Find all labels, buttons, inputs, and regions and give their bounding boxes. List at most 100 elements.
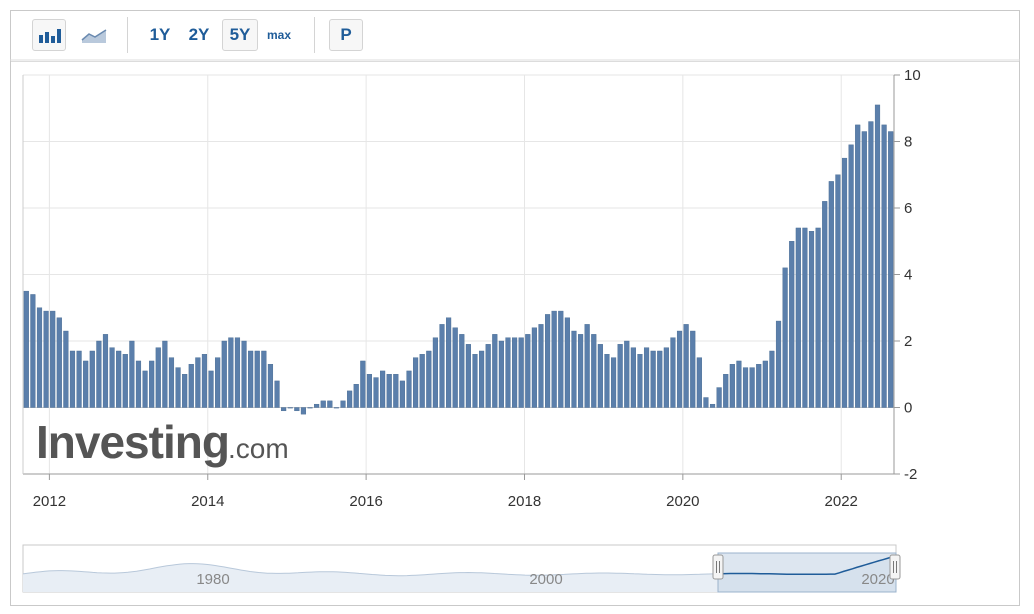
bar [426, 350, 432, 408]
bar [723, 374, 729, 408]
bar [300, 407, 307, 415]
y-tick-label: 10 [904, 67, 921, 84]
x-tick-label: 2018 [508, 493, 541, 510]
bar [690, 330, 696, 408]
bar [485, 344, 491, 408]
bar [56, 317, 62, 408]
bar [188, 364, 194, 408]
bar [657, 350, 663, 408]
bar [122, 354, 128, 408]
bar [795, 227, 801, 408]
bar [386, 374, 392, 408]
range-max-button[interactable]: max [266, 28, 292, 42]
bar [63, 330, 69, 408]
navigator-selected-line [721, 555, 897, 576]
line-chart-button[interactable] [77, 19, 111, 51]
bar [512, 337, 518, 408]
bar [254, 350, 260, 408]
bar [248, 350, 254, 408]
bar [848, 144, 854, 408]
bar [505, 337, 511, 408]
bar [314, 403, 320, 408]
bar [835, 174, 841, 408]
x-tick-label: 2020 [666, 493, 699, 510]
bar [881, 124, 887, 408]
bar [281, 407, 287, 412]
bar [769, 350, 775, 408]
bar [452, 327, 458, 408]
navigator-label: 2020 [861, 571, 894, 588]
chart-toolbar: 1Y 2Y 5Y max P [11, 11, 1019, 62]
y-tick-label: 8 [904, 134, 912, 151]
bar [116, 350, 122, 408]
bar [624, 340, 630, 408]
bar [234, 337, 241, 408]
bar [89, 350, 95, 408]
bar [703, 397, 709, 408]
bar-chart-icon [39, 29, 61, 43]
navigator-area [23, 555, 896, 592]
bar [604, 354, 610, 408]
y-tick-label: 2 [904, 333, 912, 350]
watermark-brand: Investing [36, 416, 229, 468]
bar [564, 317, 570, 408]
range-5y-button[interactable]: 5Y [222, 19, 258, 51]
bar [525, 334, 531, 408]
bar [274, 380, 280, 408]
x-tick-label: 2012 [33, 493, 66, 510]
bar-chart-button[interactable] [32, 19, 66, 51]
navigator-label: 1980 [196, 571, 229, 588]
bar [874, 104, 881, 408]
bar [643, 347, 650, 408]
bar [168, 357, 175, 408]
range-2y-button[interactable]: 2Y [188, 25, 210, 44]
bar [531, 327, 537, 408]
navigator-handle[interactable] [712, 554, 724, 580]
bar [446, 317, 452, 408]
navigator-label: 2000 [529, 571, 562, 588]
bar-series [23, 104, 894, 415]
bar [360, 360, 366, 408]
bar [228, 337, 234, 408]
bar [729, 364, 735, 408]
bar [841, 157, 848, 408]
bar [676, 330, 683, 408]
range-navigator: 1980 2000 2020 [22, 544, 901, 593]
bar [855, 124, 861, 408]
bar [775, 320, 782, 408]
p-button[interactable]: P [329, 19, 363, 51]
bar [419, 354, 425, 408]
bar [479, 350, 485, 408]
range-1y-button[interactable]: 1Y [149, 25, 171, 44]
bar [584, 324, 590, 408]
bar [83, 360, 89, 408]
bar [782, 267, 788, 408]
bar [756, 364, 762, 408]
y-tick-label: 4 [904, 267, 912, 284]
investing-watermark: Investing .com [36, 416, 289, 468]
bar [696, 357, 702, 408]
bar [716, 387, 722, 408]
bar [221, 340, 227, 408]
bar [432, 337, 438, 408]
bar [36, 307, 43, 408]
bar [69, 350, 76, 408]
bar [888, 131, 894, 408]
bar [353, 384, 359, 408]
bar [366, 374, 372, 408]
bar [558, 310, 564, 408]
bar [578, 334, 584, 408]
bar [340, 400, 346, 408]
bar [380, 370, 386, 408]
x-tick-label: 2022 [825, 493, 858, 510]
bar [30, 294, 36, 408]
bar [808, 231, 815, 408]
bar [50, 310, 56, 408]
line-chart-icon [81, 29, 107, 43]
watermark-suffix: .com [228, 433, 289, 464]
bar [43, 310, 49, 408]
bar [459, 334, 465, 408]
navigator-handle[interactable] [889, 554, 901, 580]
bar [393, 374, 399, 408]
bar [155, 347, 161, 408]
